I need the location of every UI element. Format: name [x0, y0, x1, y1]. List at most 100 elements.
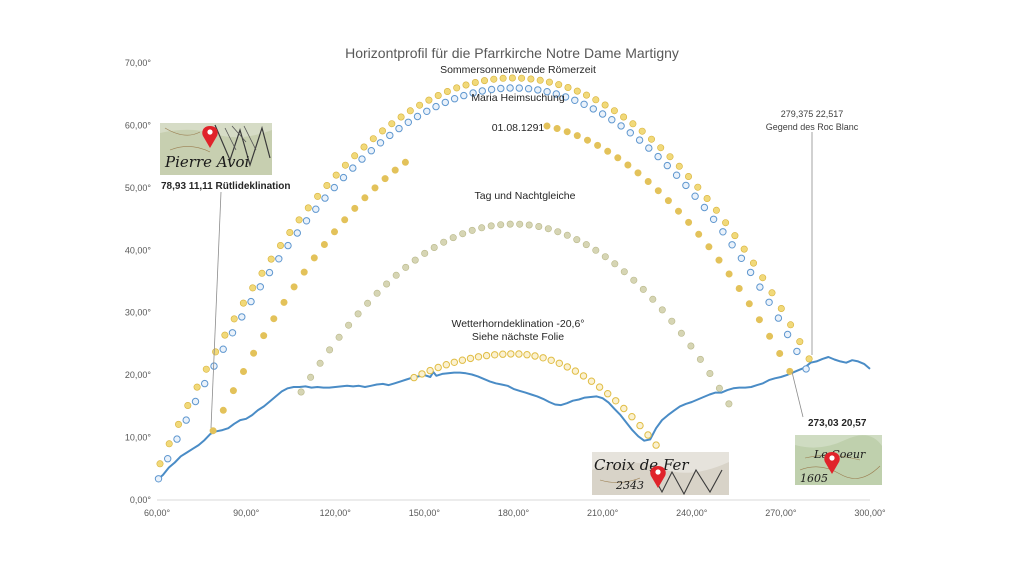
- sun-path-point: [604, 390, 612, 398]
- sun-path-point: [777, 304, 785, 312]
- sun-path-point: [561, 93, 570, 101]
- sun-path-point: [290, 283, 298, 291]
- sun-path-point: [381, 175, 389, 183]
- y-tick-label: 30,00°: [125, 308, 152, 318]
- sun-path-point: [759, 274, 767, 282]
- sun-path-point: [449, 234, 457, 242]
- sun-path-point: [383, 280, 391, 288]
- sun-path-point: [369, 135, 377, 143]
- sun-path-point: [740, 245, 748, 253]
- sun-path-point: [535, 223, 543, 231]
- sun-path-point: [746, 268, 755, 277]
- sun-path-point: [351, 152, 359, 160]
- sun-path-point: [749, 259, 757, 267]
- chart-title: Horizontprofil für die Pfarrkirche Notre…: [345, 45, 679, 61]
- sun-path-point: [321, 194, 329, 202]
- sun-path-point: [219, 345, 227, 353]
- sun-path-point: [260, 332, 268, 340]
- sun-path-point: [523, 351, 531, 359]
- annotation-tag-und-nachtgleiche: Tag und Nachtgleiche: [475, 190, 576, 202]
- leader-273: [791, 371, 804, 418]
- map-label-croix-de-fer-alt: 2343: [615, 479, 644, 492]
- sun-path-point: [783, 330, 792, 339]
- sun-path-point: [418, 370, 426, 378]
- sun-path-point: [469, 89, 477, 97]
- sun-path-point: [434, 363, 442, 372]
- sun-path-point: [644, 178, 652, 186]
- sun-path-point: [443, 88, 451, 96]
- sun-path-point: [228, 329, 237, 337]
- sun-path-point: [434, 92, 442, 100]
- sun-path-point: [555, 359, 563, 367]
- sun-path-point: [654, 187, 662, 195]
- sun-path-point: [182, 416, 190, 424]
- sun-path-point: [554, 228, 562, 236]
- sun-path-point: [191, 397, 200, 406]
- annotation-siehe-naechste-folie: Siehe nächste Folie: [472, 331, 564, 343]
- sun-path-point: [339, 173, 348, 182]
- sun-path-point: [765, 298, 773, 306]
- sun-path-point: [573, 87, 581, 95]
- sun-path-point: [786, 367, 794, 375]
- sun-path-point: [649, 295, 657, 303]
- sun-path-point: [674, 207, 682, 215]
- sun-path-point: [508, 74, 516, 82]
- sun-path-point: [626, 129, 634, 137]
- sun-path-point: [774, 314, 783, 322]
- sun-path-point: [589, 105, 597, 113]
- sun-path-point: [563, 231, 571, 239]
- map-label-le-coeur-alt: 1605: [800, 472, 828, 485]
- sun-path-point: [360, 143, 368, 151]
- sun-path-point: [371, 184, 379, 192]
- sun-path-point: [267, 255, 275, 263]
- sun-path-point: [658, 306, 666, 314]
- sun-path-point: [406, 107, 414, 115]
- x-tick-label: 150,00°: [409, 508, 441, 518]
- sun-path-point: [635, 136, 644, 144]
- sun-path-point: [731, 232, 739, 240]
- sun-path-point: [499, 350, 507, 358]
- sun-path-point: [675, 162, 683, 170]
- map-label-pierre-avoi: Pierre Avoi: [164, 153, 249, 171]
- sun-path-point: [478, 87, 486, 95]
- sun-path-point: [629, 120, 637, 128]
- sun-path-point: [700, 203, 709, 212]
- annotation-maria-heimsuchung: Maria Heimsuchung: [471, 92, 565, 104]
- sun-path-point: [694, 183, 702, 191]
- annotation-wetterhorndeklination: Wetterhorndeklination -20,6°: [452, 318, 585, 330]
- sun-path-point: [310, 254, 318, 262]
- sun-path-point: [611, 260, 619, 268]
- sun-path-point: [545, 78, 553, 86]
- sun-path-point: [341, 161, 349, 169]
- sun-path-point: [453, 84, 461, 92]
- sun-path-point: [571, 367, 580, 375]
- sun-path-point: [544, 225, 552, 233]
- sun-path-point: [536, 76, 544, 84]
- sun-path-point: [402, 263, 410, 271]
- y-tick-label: 50,00°: [125, 183, 152, 193]
- sun-path-point: [647, 135, 655, 143]
- sun-path-point: [531, 352, 539, 360]
- sun-path-point: [367, 147, 375, 155]
- sun-path-point: [685, 218, 693, 226]
- sun-path-point: [423, 107, 431, 116]
- sun-path-point: [672, 171, 681, 179]
- map-pin-icon: [202, 126, 218, 148]
- sun-path-point: [787, 321, 795, 329]
- sun-path-point: [687, 342, 695, 350]
- sun-path-point: [595, 383, 604, 391]
- sun-path-point: [468, 226, 476, 234]
- sun-path-point: [516, 220, 524, 228]
- sun-path-point: [587, 377, 596, 385]
- sun-path-point: [728, 241, 736, 249]
- sun-path-point: [499, 74, 507, 82]
- sun-path-point: [735, 284, 743, 292]
- sun-path-point: [620, 113, 628, 121]
- sun-path-point: [466, 354, 475, 363]
- sun-path-point: [154, 475, 163, 483]
- sun-path-0: [156, 74, 813, 468]
- sun-path-point: [221, 331, 229, 339]
- map-pin-icon: [824, 452, 840, 474]
- sun-path-point: [654, 152, 662, 161]
- y-tick-label: 40,00°: [125, 245, 152, 255]
